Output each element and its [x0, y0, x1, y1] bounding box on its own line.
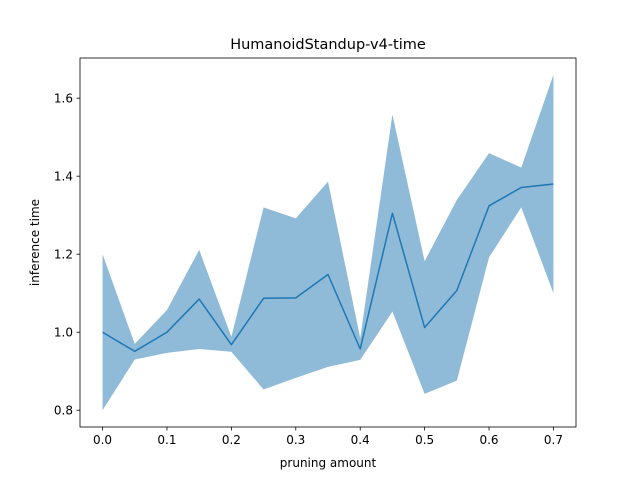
x-axis-label: pruning amount — [280, 456, 377, 470]
chart-title: HumanoidStandup-v4-time — [230, 37, 426, 53]
x-tick-label: 0.1 — [157, 433, 176, 447]
plot-area — [102, 74, 554, 411]
series-0-line — [102, 183, 554, 353]
y-tick-label: 1.0 — [54, 325, 73, 339]
y-tick-label: 1.4 — [54, 169, 73, 183]
y-axis-label: inference time — [28, 199, 42, 286]
x-tick-label: 0.2 — [222, 433, 241, 447]
x-tick-label: 0.6 — [479, 433, 498, 447]
x-tick-label: 0.7 — [544, 433, 563, 447]
x-tick-label: 0.0 — [93, 433, 112, 447]
x-tick-label: 0.4 — [351, 433, 370, 447]
x-tick-label: 0.3 — [286, 433, 305, 447]
y-tick-label: 1.2 — [54, 247, 73, 261]
tick-layer: 0.0 0.1 0.2 0.3 0.4 0.5 0.6 0.7 0.8 1.0 1.2 1.4 1.6 — [54, 91, 563, 447]
series-0-band — [102, 74, 554, 411]
axes-frame — [79, 57, 577, 428]
y-tick-label: 1.6 — [54, 91, 73, 105]
x-tick-label: 0.5 — [415, 433, 434, 447]
y-tick-label: 0.8 — [54, 403, 73, 417]
